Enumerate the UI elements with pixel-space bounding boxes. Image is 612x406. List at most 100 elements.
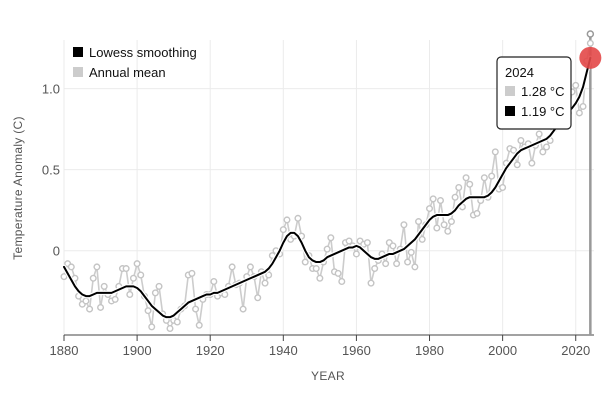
x-tick-label: 1900 bbox=[123, 343, 152, 358]
annual-mean-point bbox=[572, 81, 580, 89]
x-tick-label: 2000 bbox=[488, 343, 517, 358]
annual-mean-point bbox=[97, 303, 105, 311]
annual-mean-point bbox=[579, 102, 587, 110]
annual-mean-point bbox=[195, 321, 203, 329]
annual-mean-point bbox=[404, 258, 412, 266]
annual-mean-point bbox=[393, 260, 401, 268]
y-tick-label: 0.5 bbox=[42, 163, 60, 178]
tooltip-swatch-lowess bbox=[505, 106, 515, 116]
annual-mean-point bbox=[466, 180, 474, 188]
annual-mean-point bbox=[265, 271, 273, 279]
annual-mean-point bbox=[122, 265, 130, 273]
x-tick-label: 1980 bbox=[415, 343, 444, 358]
annual-mean-point bbox=[499, 183, 507, 191]
legend: Lowess smoothing Annual mean bbox=[73, 45, 197, 80]
y-axis-title: Temperature Anomaly (C) bbox=[11, 116, 25, 260]
annual-mean-point bbox=[133, 260, 141, 268]
annual-mean-point bbox=[137, 271, 145, 279]
annual-mean-point bbox=[239, 305, 247, 313]
annual-mean-point bbox=[426, 205, 434, 213]
annual-mean-point bbox=[283, 216, 291, 224]
tooltip: 2024 1.28 °C 1.19 °C bbox=[496, 56, 572, 130]
annual-mean-point bbox=[261, 279, 269, 287]
annual-mean-point bbox=[254, 294, 262, 302]
annual-mean-point bbox=[418, 235, 426, 243]
highlight-marker bbox=[579, 46, 602, 69]
annual-mean-point bbox=[513, 161, 521, 169]
x-tick-label: 2020 bbox=[561, 343, 590, 358]
annual-mean-point bbox=[575, 109, 583, 117]
x-tick-label: 1920 bbox=[196, 343, 225, 358]
tooltip-annual-value: 1.28 °C bbox=[521, 84, 565, 99]
annual-mean-point bbox=[528, 159, 536, 167]
annual-mean-point bbox=[363, 239, 371, 247]
tooltip-swatch-annual bbox=[505, 86, 515, 96]
annual-mean-point bbox=[294, 214, 302, 222]
annual-mean-point bbox=[447, 218, 455, 226]
annual-mean-point bbox=[279, 226, 287, 234]
annual-mean-point bbox=[473, 209, 481, 217]
tooltip-box bbox=[496, 56, 572, 130]
y-axis-ticks: 0 0.5 1.0 bbox=[42, 82, 60, 259]
annual-mean-point bbox=[480, 174, 488, 182]
annual-mean-point bbox=[389, 242, 397, 250]
annual-mean-point bbox=[488, 172, 496, 180]
annual-mean-point bbox=[188, 269, 196, 277]
annual-mean-point bbox=[436, 196, 444, 204]
annual-mean-point bbox=[371, 265, 379, 273]
annual-mean-point bbox=[338, 278, 346, 286]
annual-mean-point bbox=[367, 279, 375, 287]
legend-swatch-annual bbox=[73, 67, 83, 77]
annual-mean-point bbox=[535, 130, 543, 138]
x-tick-label: 1880 bbox=[50, 343, 79, 358]
annual-mean-point bbox=[539, 148, 547, 156]
x-tick-label: 1940 bbox=[269, 343, 298, 358]
x-axis-ticks: 1880 1900 1920 1940 1960 1980 2000 2020 bbox=[50, 334, 594, 358]
annual-mean-point bbox=[173, 318, 181, 326]
annual-mean-point bbox=[415, 218, 423, 226]
lowess-series bbox=[61, 55, 593, 320]
annual-mean-point bbox=[82, 297, 90, 305]
annual-mean-point bbox=[155, 282, 163, 290]
annual-mean-point bbox=[345, 237, 353, 245]
annual-mean-point bbox=[327, 234, 335, 242]
annual-mean-point bbox=[126, 290, 134, 298]
legend-label-annual: Annual mean bbox=[89, 65, 166, 80]
annual-mean-point bbox=[451, 193, 459, 201]
annual-mean-point bbox=[111, 295, 119, 303]
annual-mean-point bbox=[144, 307, 152, 315]
annual-mean-point bbox=[86, 305, 94, 313]
hover-line-cap bbox=[586, 30, 595, 38]
annual-mean-point bbox=[60, 273, 68, 281]
annual-mean-point bbox=[192, 305, 200, 313]
annual-mean-point bbox=[323, 245, 331, 253]
x-tick-label: 1960 bbox=[342, 343, 371, 358]
highlight-point bbox=[579, 46, 602, 69]
annual-mean-point bbox=[352, 250, 360, 258]
tooltip-lowess-value: 1.19 °C bbox=[521, 104, 565, 119]
annual-mean-point bbox=[166, 325, 174, 333]
annual-mean-point bbox=[301, 258, 309, 266]
lowess-line bbox=[63, 56, 592, 319]
legend-swatch-lowess bbox=[73, 47, 83, 57]
annual-mean-point bbox=[462, 174, 470, 182]
tooltip-year: 2024 bbox=[505, 65, 534, 80]
hover-guide bbox=[586, 30, 595, 335]
annual-mean-point bbox=[210, 278, 218, 286]
annual-mean-point bbox=[433, 224, 441, 232]
annual-mean-point bbox=[382, 260, 390, 268]
annual-mean-point bbox=[100, 282, 108, 290]
annual-mean-point bbox=[411, 263, 419, 271]
annual-mean-point bbox=[510, 146, 518, 154]
annual-mean-point bbox=[129, 274, 137, 282]
annual-mean-point bbox=[316, 274, 324, 282]
annual-mean-point bbox=[151, 289, 159, 297]
annual-mean-point bbox=[334, 269, 342, 277]
annual-mean-point bbox=[455, 183, 463, 191]
legend-label-lowess: Lowess smoothing bbox=[89, 45, 197, 60]
annual-mean-point bbox=[440, 221, 448, 229]
annual-mean-point bbox=[246, 263, 254, 271]
annual-mean-point bbox=[586, 39, 594, 47]
annual-mean-point bbox=[407, 248, 415, 256]
